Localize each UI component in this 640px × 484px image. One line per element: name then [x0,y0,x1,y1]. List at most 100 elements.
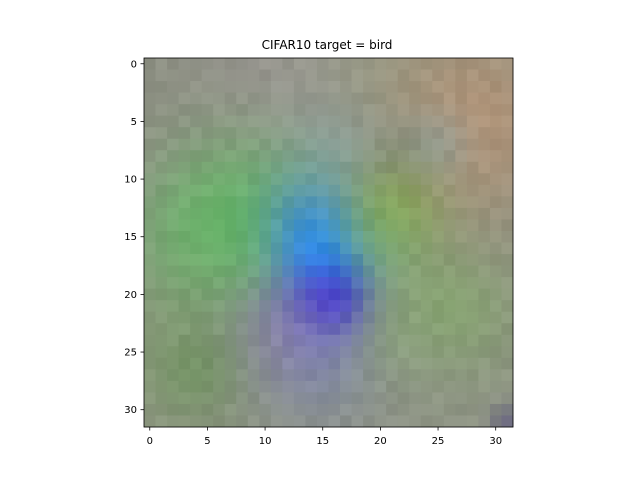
pixel-cell [224,81,237,93]
pixel-cell [466,288,479,301]
pixel-cell [305,254,318,266]
pixel-cell [144,196,156,209]
pixel-cell [293,115,306,128]
pixel-cell [443,265,456,278]
pixel-cell [167,127,179,140]
pixel-cell [270,357,283,370]
pixel-cell [501,403,514,416]
pixel-cell [397,403,410,416]
pixel-cell [489,138,502,151]
pixel-cell [363,58,376,70]
pixel-cell [397,288,410,301]
pixel-cell [466,138,479,151]
pixel-cell [374,81,387,93]
pixel-cell [236,104,249,117]
pixel-cell [443,357,456,370]
pixel-cell [328,334,341,347]
pixel-cell [466,92,479,105]
pixel-cell [455,92,468,105]
pixel-cell [201,415,214,428]
pixel-cell [420,219,433,232]
pixel-cell [259,69,272,82]
pixel-cell [305,369,318,382]
pixel-cell [305,161,318,174]
pixel-cell [340,392,352,405]
pixel-cell [455,369,468,382]
pixel-cell [305,380,318,393]
pixel-cell [224,254,237,266]
pixel-cell [374,392,387,405]
pixel-cell [466,173,479,186]
pixel-cell [305,127,318,140]
pixel-cell [420,277,433,290]
pixel-cell [409,357,422,370]
pixel-cell [351,415,364,428]
image-pixels [144,58,514,428]
pixel-cell [259,311,272,324]
pixel-cell [316,127,329,140]
pixel-cell [340,288,352,301]
pixel-cell [328,161,341,174]
pixel-cell [155,369,168,382]
pixel-cell [201,115,214,128]
pixel-cell [201,277,214,290]
pixel-cell [213,219,226,232]
pixel-cell [293,242,306,255]
pixel-cell [478,415,491,428]
pixel-cell [247,69,260,82]
pixel-cell [351,104,364,117]
pixel-cell [201,104,214,117]
pixel-cell [455,277,468,290]
pixel-cell [213,207,226,220]
pixel-cell [328,392,341,405]
pixel-cell [270,277,283,290]
pixel-cell [397,230,410,243]
pixel-cell [293,415,306,428]
pixel-cell [282,242,295,255]
pixel-cell [466,369,479,382]
pixel-cell [340,161,352,174]
pixel-cell [489,311,502,324]
pixel-cell [190,415,203,428]
pixel-cell [178,138,191,151]
pixel-cell [305,138,318,151]
pixel-cell [443,173,456,186]
pixel-cell [213,184,226,197]
pixel-cell [305,403,318,416]
pixel-cell [144,242,156,255]
pixel-cell [489,392,502,405]
pixel-cell [501,369,514,382]
pixel-cell [489,380,502,393]
pixel-cell [155,150,168,163]
pixel-cell [282,150,295,163]
pixel-cell [236,150,249,163]
pixel-cell [144,369,156,382]
pixel-cell [167,207,179,220]
pixel-cell [224,115,237,128]
pixel-cell [270,403,283,416]
pixel-cell [259,150,272,163]
y-tick-label: 5 [131,117,137,128]
pixel-cell [466,392,479,405]
pixel-cell [213,265,226,278]
pixel-cell [386,69,399,82]
pixel-cell [443,138,456,151]
pixel-cell [293,392,306,405]
pixel-cell [351,254,364,266]
pixel-cell [316,58,329,70]
pixel-cell [213,392,226,405]
pixel-cell [443,311,456,324]
pixel-cell [155,242,168,255]
pixel-cell [144,219,156,232]
pixel-cell [316,277,329,290]
pixel-cell [443,415,456,428]
pixel-cell [489,196,502,209]
pixel-cell [236,58,249,70]
pixel-cell [224,219,237,232]
pixel-cell [443,392,456,405]
pixel-cell [270,184,283,197]
pixel-cell [397,323,410,336]
pixel-cell [397,207,410,220]
pixel-cell [386,219,399,232]
pixel-cell [340,380,352,393]
